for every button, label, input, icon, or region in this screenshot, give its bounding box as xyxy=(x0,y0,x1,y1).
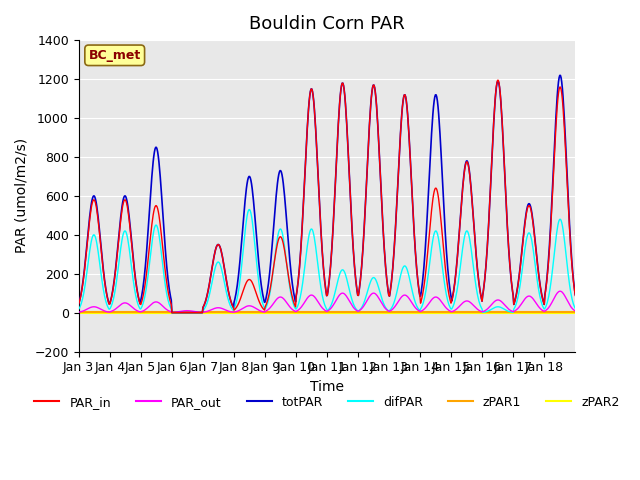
Title: Bouldin Corn PAR: Bouldin Corn PAR xyxy=(249,15,405,33)
X-axis label: Time: Time xyxy=(310,380,344,394)
Text: BC_met: BC_met xyxy=(88,49,141,62)
Legend: PAR_in, PAR_out, totPAR, difPAR, zPAR1, zPAR2: PAR_in, PAR_out, totPAR, difPAR, zPAR1, … xyxy=(29,391,625,414)
Y-axis label: PAR (umol/m2/s): PAR (umol/m2/s) xyxy=(15,138,29,253)
